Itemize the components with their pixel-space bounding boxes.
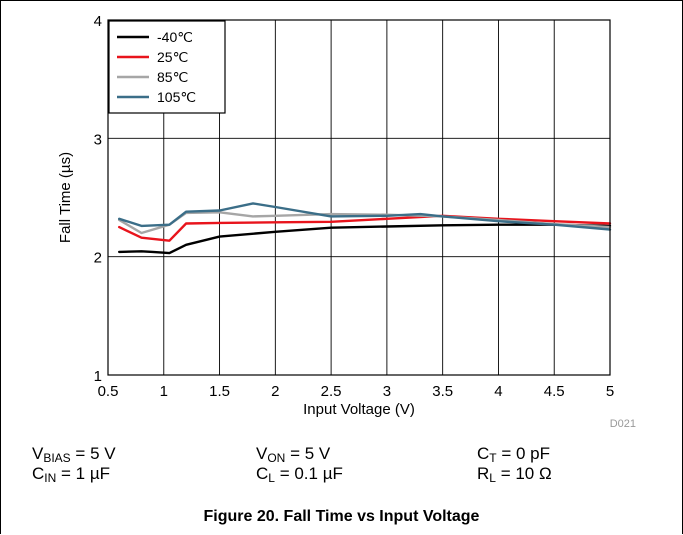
y-tick-label: 1 <box>94 368 102 385</box>
condition-vbias: VBIAS = 5 V <box>32 444 116 465</box>
x-tick-label: 1 <box>160 383 168 400</box>
x-tick-label: 2.5 <box>321 383 342 400</box>
legend-label: -40℃ <box>157 29 193 45</box>
x-tick-label: 4.5 <box>544 383 565 400</box>
plot-border <box>107 19 611 376</box>
y-axis-label: Fall Time (µs) <box>57 152 74 243</box>
x-tick-label: 4 <box>494 383 502 400</box>
figure-code: D021 <box>610 418 636 430</box>
x-tick-label: 3 <box>383 383 391 400</box>
series-line <box>117 223 612 255</box>
series-line <box>117 202 612 231</box>
legend-label: 25℃ <box>157 49 188 65</box>
x-tick-label: 0.5 <box>98 383 119 400</box>
figure-caption: Figure 20. Fall Time vs Input Voltage <box>203 508 480 525</box>
x-tick-label: 5 <box>606 383 614 400</box>
y-tick-label: 3 <box>94 131 102 148</box>
legend-label: 105℃ <box>157 89 196 105</box>
y-tick-label: 2 <box>94 250 102 267</box>
x-tick-label: 1.5 <box>209 383 230 400</box>
series-lines <box>117 202 612 255</box>
series-line <box>117 214 612 242</box>
x-tick-label: 2 <box>271 383 279 400</box>
condition-cin: CIN = 1 µF <box>32 464 111 485</box>
legend: -40℃ 25℃ 85℃ 105℃ <box>108 20 226 114</box>
x-tick-label: 3.5 <box>432 383 453 400</box>
legend-label: 85℃ <box>157 69 188 85</box>
condition-ct: CT = 0 pF <box>477 444 551 465</box>
condition-cl: CL = 0.1 µF <box>256 464 343 485</box>
condition-rl: RL = 10 Ω <box>477 464 552 485</box>
y-tick-label: 4 <box>94 13 102 30</box>
x-axis-label: Input Voltage (V) <box>303 401 415 418</box>
condition-von: VON = 5 V <box>256 444 331 465</box>
